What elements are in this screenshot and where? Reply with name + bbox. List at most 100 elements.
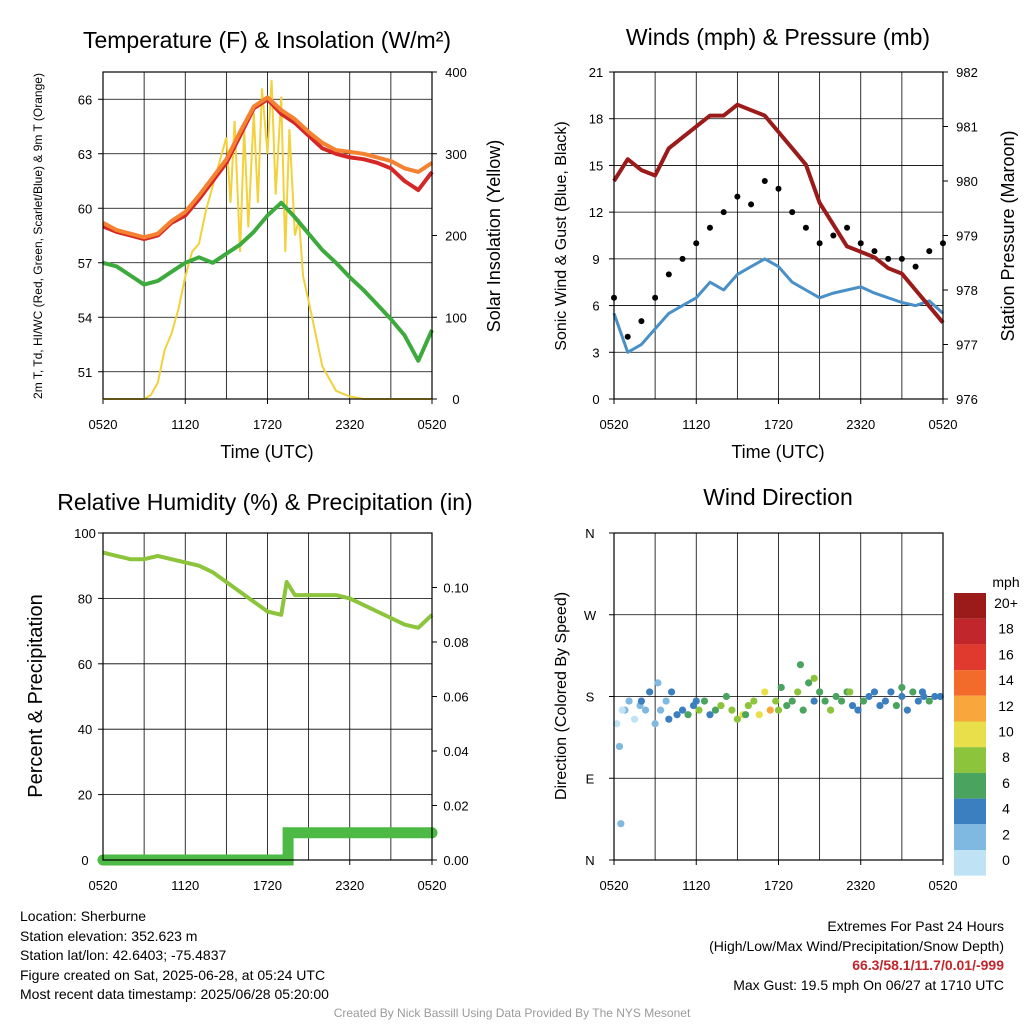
x-tick-label: 0520: [418, 878, 447, 893]
y-tick-label: 0: [81, 853, 88, 868]
direction-point: [931, 692, 939, 701]
y2-tick-label: 979: [956, 229, 978, 244]
y2-tick-label: 977: [956, 338, 978, 353]
direction-point: [678, 706, 687, 714]
direction-point: [662, 697, 670, 705]
direction-point: [654, 679, 662, 687]
direction-point: [692, 697, 700, 705]
x-tick-label: 0520: [418, 417, 447, 432]
x-tick-label: 1720: [764, 417, 793, 432]
wind-panel: 0520 1120 1720 2320 052003691215182197697797…: [553, 24, 1018, 462]
direction-point: [717, 701, 725, 710]
speed-colorbar: mph 20+ 18 16 14 12 10 8 6 4 2 0: [954, 574, 1020, 876]
direction-point: [783, 701, 791, 710]
colorbar-swatch: [954, 721, 986, 748]
x-tick-label: 2320: [846, 878, 875, 893]
plot-frame: [613, 532, 944, 861]
y2-tick-label: 0.00: [443, 853, 468, 868]
direction-point: [630, 715, 639, 723]
pressure-line: [612, 102, 945, 324]
y-tick-label: 18: [589, 112, 603, 127]
gust-point: [802, 224, 809, 231]
gust-point: [679, 255, 686, 262]
colorbar-label: 12: [998, 698, 1014, 714]
direction-tick-label: N: [585, 853, 594, 868]
station-info: Location: Sherburne Station elevation: 3…: [20, 907, 329, 1005]
direction-point: [722, 692, 731, 701]
colorbar-swatch: [954, 695, 986, 722]
location-text: Location: Sherburne: [20, 908, 147, 924]
y-tick-label: 51: [78, 365, 92, 380]
colorbar-label: 16: [998, 646, 1014, 662]
gust-point: [871, 248, 878, 255]
y-tick-label: 66: [78, 92, 92, 107]
direction-point: [816, 688, 824, 696]
gust-point: [665, 271, 672, 278]
colorbar-swatch: [954, 593, 986, 619]
y-tick-label: 6: [592, 299, 599, 314]
direction-point: [728, 706, 736, 714]
max-gust-text: Max Gust: 19.5 mph On 06/27 at 1710 UTC: [733, 976, 1004, 993]
y2-tick-label: 981: [956, 120, 978, 135]
colorbar-swatch: [954, 747, 986, 773]
direction-point: [788, 697, 796, 705]
colorbar-label: 0: [1002, 852, 1010, 868]
gust-point: [624, 333, 631, 340]
direction-tick-label: S: [586, 690, 595, 705]
direction-point: [936, 692, 944, 701]
direction-point: [898, 692, 906, 701]
direction-point: [846, 688, 854, 696]
insolation-line: [103, 80, 432, 400]
gust-point: [638, 318, 645, 325]
direction-ylabel: Direction (Colored By Speed): [553, 592, 570, 800]
direction-tick-label: W: [584, 608, 597, 623]
direction-point: [744, 701, 752, 710]
y2-tick-label: 400: [445, 65, 467, 80]
direction-point: [848, 701, 857, 710]
y-tick-label: 20: [78, 788, 92, 803]
x-tick-label: 0520: [89, 417, 118, 432]
gust-point: [830, 232, 837, 239]
y2-tick-label: 982: [956, 65, 978, 80]
direction-point: [742, 711, 750, 719]
created-text: Figure created on Sat, 2025-06-28, at 05…: [20, 966, 326, 983]
gust-point: [706, 224, 713, 231]
wind-y2label: Station Pressure (Maroon): [998, 130, 1018, 341]
x-tick-label: 0520: [929, 878, 958, 893]
direction-point: [665, 715, 673, 723]
y2-tick-label: 980: [956, 174, 978, 189]
direction-point: [796, 661, 805, 669]
temperature-y2label: Solar Insolation (Yellow): [484, 140, 504, 332]
direction-tick-label: N: [585, 526, 594, 541]
temperature-series-2: [102, 200, 434, 363]
direction-point: [903, 706, 911, 714]
direction-point: [706, 711, 714, 719]
y-tick-label: 9: [592, 252, 599, 267]
y2-tick-label: 976: [956, 392, 978, 407]
colorbar-label: 6: [1002, 775, 1010, 791]
direction-point: [774, 706, 783, 714]
y2-tick-label: 0: [452, 392, 459, 407]
x-tick-label: 1120: [171, 878, 199, 893]
humidity-line: [102, 550, 434, 630]
x-tick-label: 2320: [335, 417, 364, 432]
colorbar-swatch: [954, 644, 986, 671]
colorbar-label: 18: [998, 621, 1014, 637]
y2-tick-label: 0.04: [443, 744, 468, 759]
direction-point: [881, 697, 890, 705]
x-tick-label: 1120: [171, 417, 199, 432]
direction-point: [673, 711, 681, 719]
direction-point: [777, 683, 785, 692]
wind-speed-line: [612, 257, 945, 354]
direction-point: [887, 688, 895, 696]
x-tick-label: 2320: [846, 417, 875, 432]
colorbar-swatch: [954, 824, 986, 850]
gust-point: [652, 294, 659, 301]
y2-tick-label: 200: [445, 229, 467, 244]
direction-point: [615, 742, 624, 751]
y2-tick-label: 0.06: [443, 690, 468, 705]
direction-point: [755, 711, 763, 719]
gust-point: [761, 178, 768, 184]
x-tick-label: 1120: [682, 878, 710, 893]
y2-tick-label: 0.02: [443, 799, 468, 814]
